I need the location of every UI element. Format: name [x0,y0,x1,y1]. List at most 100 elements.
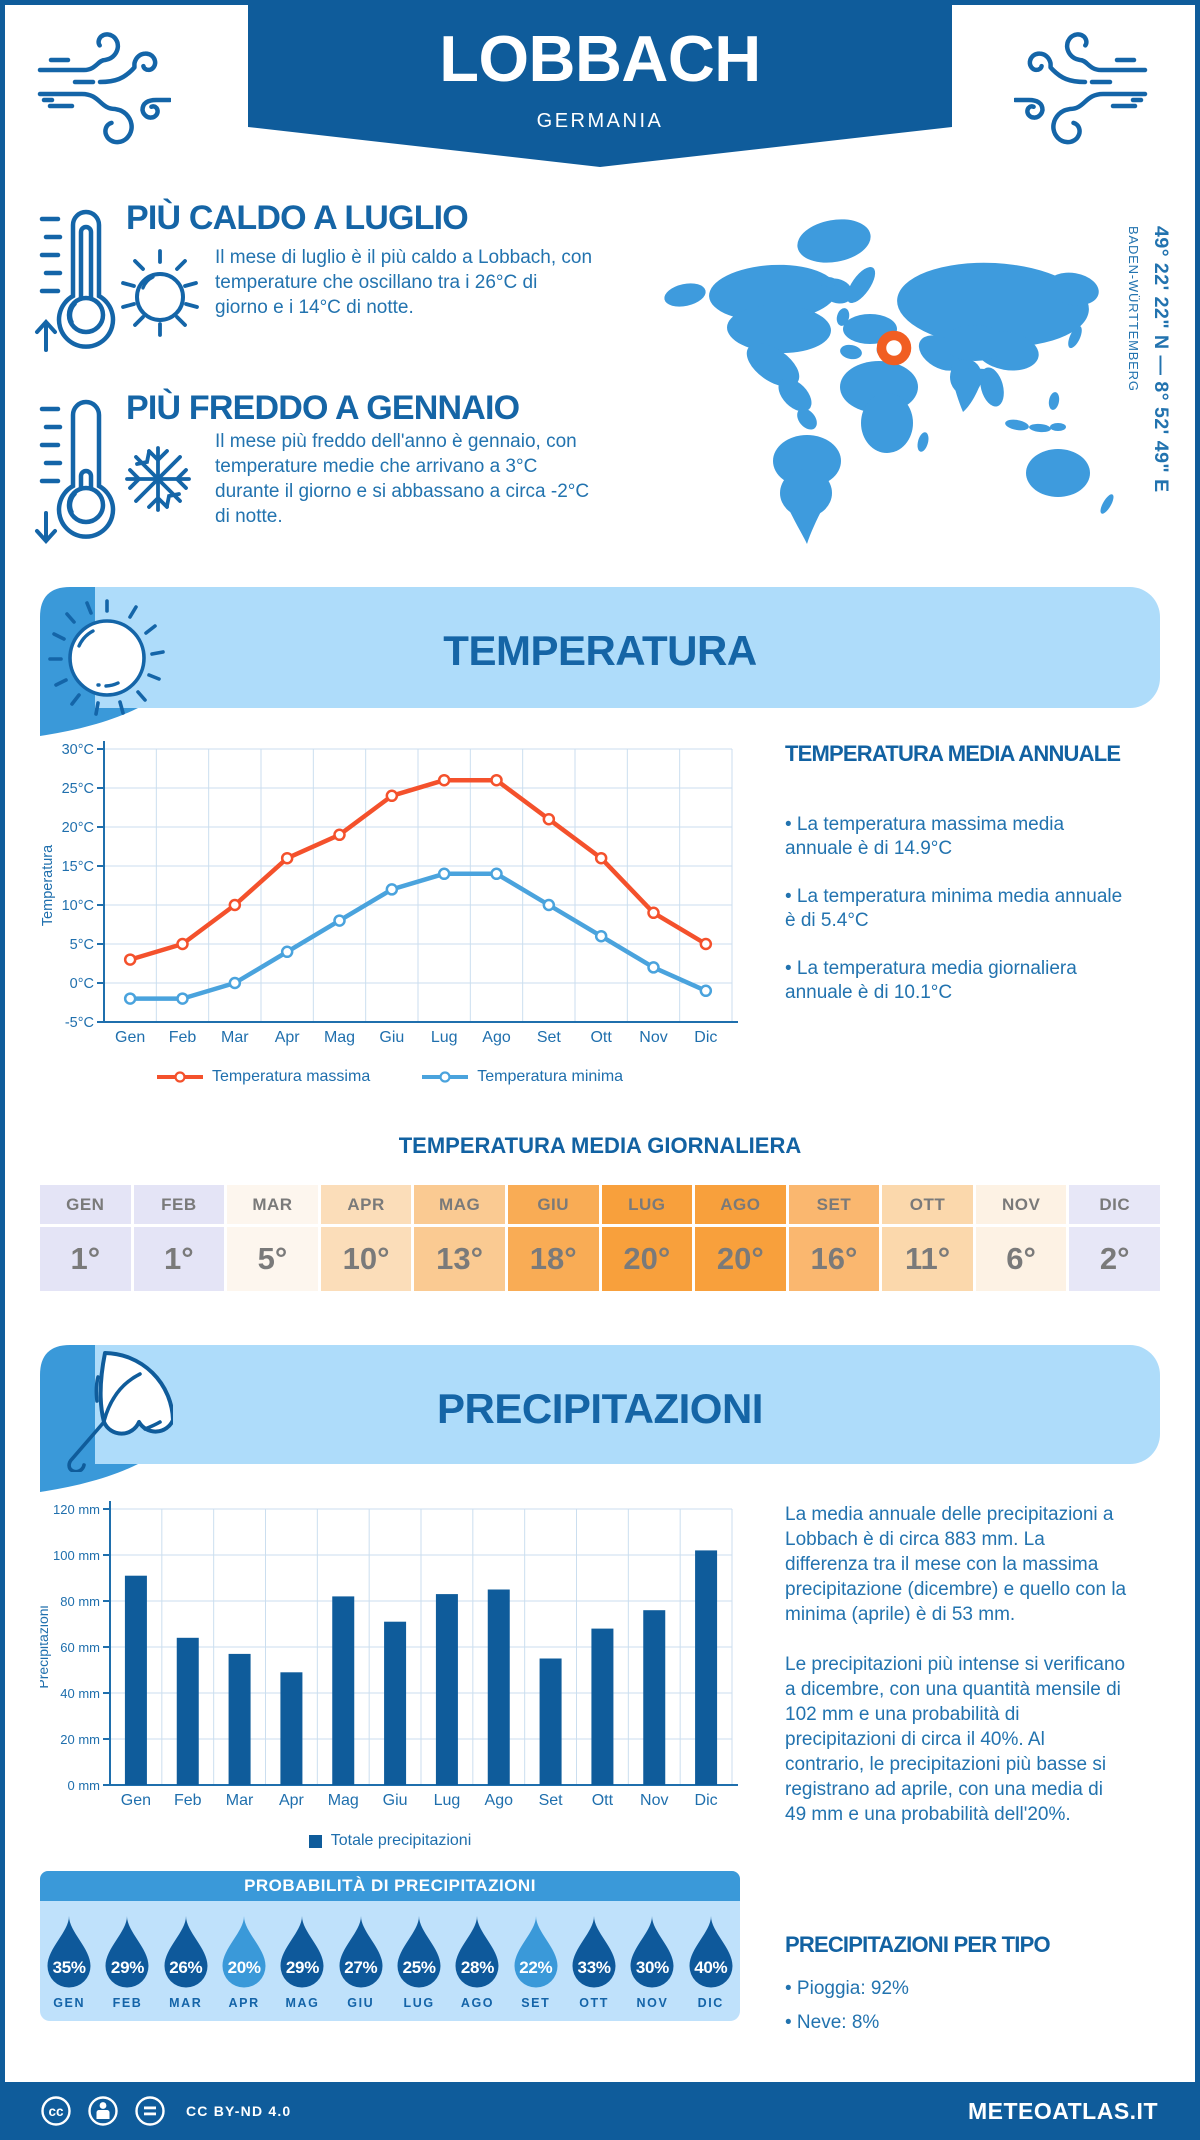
droplet-icon [630,1916,674,1988]
droplet-month: SET [521,1996,551,2010]
daily-table-month: MAG [414,1185,505,1224]
snowflake-icon [125,446,191,512]
svg-text:20 mm: 20 mm [60,1732,100,1747]
highlight-cold-title: PIÙ FREDDO A GENNAIO [126,389,520,427]
droplet-month: FEB [112,1996,143,2010]
svg-text:Mag: Mag [324,1029,355,1046]
annual-temp-heading: TEMPERATURA MEDIA ANNUALE [785,741,1121,766]
brand-text: METEOATLAS.IT [967,2098,1158,2124]
daily-table-month: NOV [975,1185,1067,1224]
temperature-band-title: TEMPERATURA [443,627,757,674]
svg-text:60 mm: 60 mm [60,1640,100,1655]
footer-bar: cc CC BY-ND 4.0 METEOATLAS.IT [0,2082,1200,2140]
svg-text:Mag: Mag [328,1792,359,1809]
precipitation-band [95,1345,1160,1464]
license-text: CC BY-ND 4.0 [186,2103,292,2119]
svg-text:0 mm: 0 mm [68,1778,101,1793]
svg-text:Ott: Ott [592,1792,614,1809]
svg-text:Feb: Feb [174,1792,202,1809]
region-text: BADEN-WÜRTTEMBERG [1126,226,1141,392]
droplet-percent: 20% [227,1958,261,1977]
droplet-icon [689,1916,733,1988]
probability-droplet: 29% MAG [273,1901,331,2021]
droplet-month: AGO [460,1996,495,2010]
probability-droplet: 29% FEB [98,1901,156,2021]
svg-text:Ott: Ott [590,1029,612,1046]
umbrella-icon [67,1351,173,1472]
svg-text:Giu: Giu [379,1029,404,1046]
svg-text:30°C: 30°C [62,742,94,758]
daily-table-month: GIU [507,1185,599,1224]
probability-droplet: 20% APR [215,1901,273,2021]
daily-table-month: AGO [695,1185,786,1224]
highlight-warm-text: Il mese di luglio è il più caldo a Lobba… [215,247,593,318]
svg-text:Ago: Ago [482,1029,511,1046]
highlight-warm-title: PIÙ CALDO A LUGLIO [126,199,469,237]
droplet-month: DIC [697,1996,724,2010]
droplet-percent: 25% [402,1958,436,1977]
svg-text:80 mm: 80 mm [60,1594,100,1609]
daily-table-value: 18° [507,1227,599,1291]
svg-text:cc: cc [48,2104,64,2119]
droplet-month: NOV [636,1996,669,2010]
svg-text:Dic: Dic [695,1792,718,1809]
temperature-chart: 30°C 25°C 20°C 15°C 10°C 5°C 0°C -5°C Gen Feb Mar A… [40,741,738,1046]
sun-icon [121,249,199,337]
daily-table-month: FEB [133,1185,225,1224]
svg-text:15°C: 15°C [62,859,94,875]
droplet-percent: 26% [169,1958,203,1977]
daily-table-month: APR [320,1185,412,1224]
droplet-percent: 28% [460,1958,495,1977]
annual-temp-bullet: • La temperatura massima media annuale è … [785,814,1065,859]
droplet-icon [455,1916,499,1988]
svg-text:Feb: Feb [169,1029,197,1046]
page-border-right [1195,0,1200,2140]
droplet-percent: 29% [285,1958,320,1977]
droplet-percent: 33% [577,1958,611,1977]
annual-temp-bullets: • La temperatura massima media annuale è … [785,813,1165,1029]
precip-type-bullet: • Neve: 8% [785,2012,880,2033]
map-location-marker [876,330,912,366]
droplet-percent: 40% [694,1958,728,1977]
probability-droplet: 27% GIU [332,1901,390,2021]
precipitation-chart-legend: Totale precipitazioni [40,1832,740,1850]
probability-banner: PROBABILITÀ DI PRECIPITAZIONI [40,1871,740,1901]
daily-table-month: DIC [1069,1185,1160,1224]
svg-text:Set: Set [537,1029,562,1046]
droplet-icon [164,1916,208,1988]
thermometer-cold-icon [35,399,191,544]
svg-text:Gen: Gen [115,1029,145,1046]
droplet-month: MAG [285,1996,320,2010]
droplet-percent: 30% [635,1958,669,1977]
daily-table-value: 1° [40,1227,131,1291]
annual-temp-bullet: • La temperatura minima media annuale è d… [785,886,1123,931]
daily-table-value: 6° [975,1227,1067,1291]
probability-droplet: 25% LUG [390,1901,448,2021]
daily-temp-heading: TEMPERATURA MEDIA GIORNALIERA [398,1133,802,1158]
probability-droplet: 33% OTT [565,1901,623,2021]
svg-text:10°C: 10°C [62,898,94,914]
daily-table-month: SET [788,1185,880,1224]
droplet-month: MAR [169,1996,203,2010]
droplet-percent: 27% [344,1958,378,1977]
droplet-icon [339,1916,383,1988]
temperature-band [95,587,1160,708]
sun-banner-icon [48,599,165,716]
daily-table-value: 5° [227,1227,318,1291]
droplet-month: GEN [53,1996,86,2010]
droplet-icon [47,1916,91,1988]
droplet-month: APR [228,1996,260,2010]
svg-text:Lug: Lug [434,1792,461,1809]
daily-table-value: 20° [695,1227,786,1291]
svg-text:Mar: Mar [226,1792,254,1809]
svg-text:5°C: 5°C [70,937,94,953]
daily-table-month: MAR [227,1185,318,1224]
daily-table-month: GEN [40,1185,131,1224]
droplet-icon [572,1916,616,1988]
legend-item: Temperatura massima [156,1068,370,1086]
arrow-up-icon [35,319,57,352]
droplet-percent: 29% [110,1958,145,1977]
svg-text:25°C: 25°C [62,781,94,797]
